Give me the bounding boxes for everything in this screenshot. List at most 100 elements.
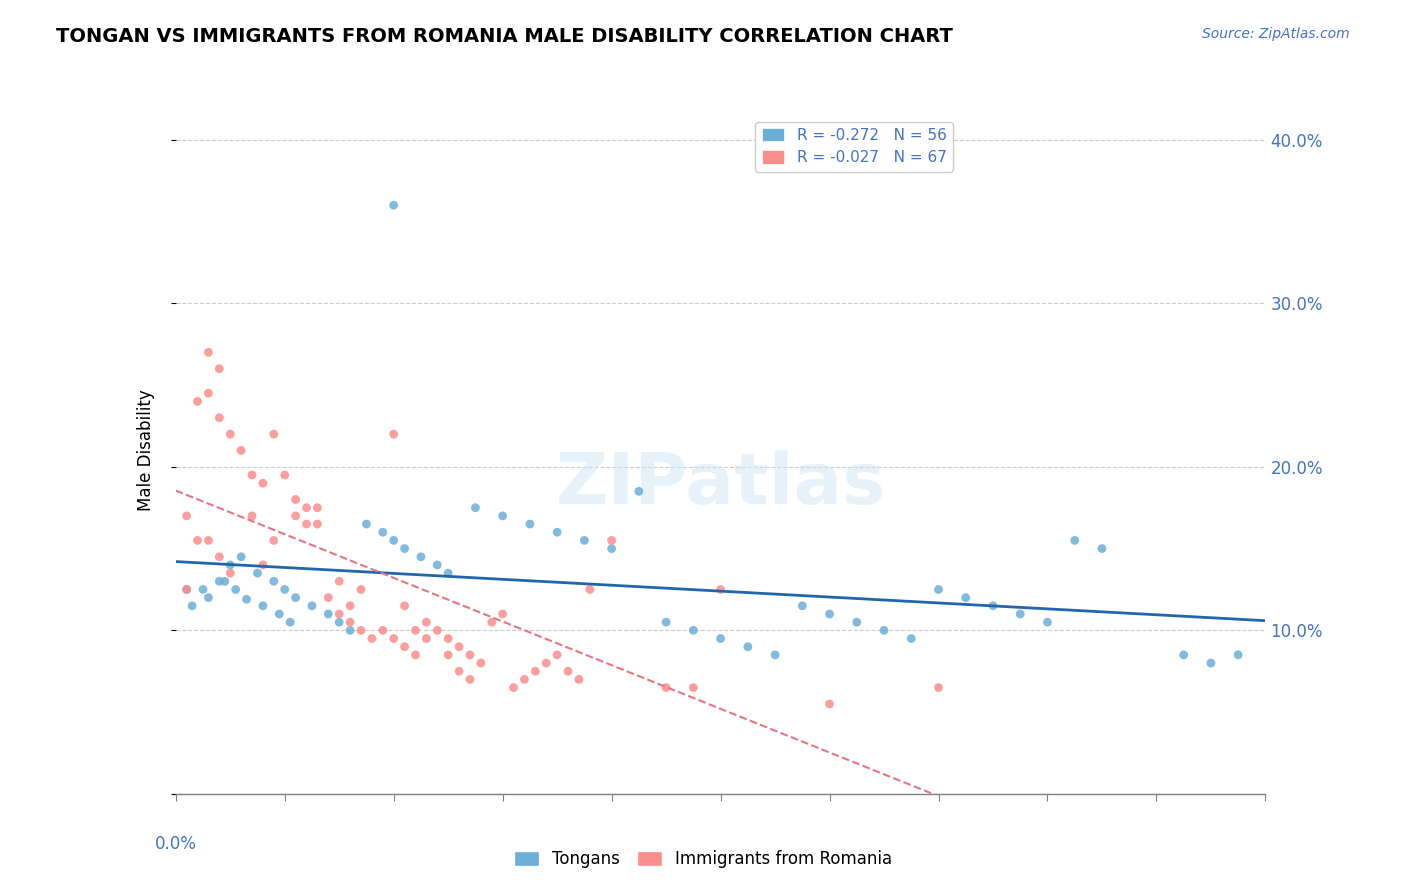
Point	[240, 467, 263, 482]
Point	[710, 582, 733, 597]
Point	[464, 500, 486, 515]
Point	[900, 632, 922, 646]
Point	[295, 500, 318, 515]
Point	[274, 467, 297, 482]
Point	[263, 533, 285, 548]
Point	[682, 624, 704, 638]
Point	[409, 549, 432, 564]
Point	[284, 508, 307, 523]
Point	[627, 484, 650, 499]
Point	[1173, 648, 1195, 662]
Point	[231, 549, 253, 564]
Point	[818, 607, 841, 621]
Y-axis label: Male Disability: Male Disability	[136, 390, 155, 511]
Point	[235, 592, 257, 607]
Point	[339, 624, 361, 638]
Point	[208, 574, 231, 589]
Point	[655, 615, 678, 630]
Point	[600, 541, 623, 556]
Point	[818, 697, 841, 711]
Point	[191, 582, 214, 597]
Point	[252, 599, 274, 613]
Point	[426, 558, 449, 572]
Point	[231, 443, 253, 458]
Point	[655, 681, 678, 695]
Point	[197, 591, 219, 605]
Point	[568, 673, 591, 687]
Point	[470, 656, 492, 670]
Point	[360, 632, 382, 646]
Point	[981, 599, 1004, 613]
Point	[208, 549, 231, 564]
Point	[328, 615, 350, 630]
Point	[318, 591, 340, 605]
Text: 0.0%: 0.0%	[155, 835, 197, 853]
Point	[382, 427, 405, 442]
Point	[356, 516, 378, 531]
Point	[382, 632, 405, 646]
Point	[447, 640, 470, 654]
Point	[197, 386, 219, 401]
Point	[557, 664, 579, 679]
Point	[263, 427, 285, 442]
Point	[176, 582, 198, 597]
Point	[415, 632, 437, 646]
Point	[763, 648, 786, 662]
Point	[181, 599, 204, 613]
Point	[197, 345, 219, 359]
Point	[186, 394, 209, 409]
Point	[519, 516, 541, 531]
Point	[1091, 541, 1114, 556]
Point	[1199, 656, 1222, 670]
Point	[513, 673, 536, 687]
Point	[269, 607, 291, 621]
Point	[955, 591, 977, 605]
Point	[284, 492, 307, 507]
Point	[546, 648, 568, 662]
Point	[710, 632, 733, 646]
Point	[447, 664, 470, 679]
Point	[301, 599, 323, 613]
Point	[208, 361, 231, 376]
Point	[350, 582, 373, 597]
Point	[394, 640, 416, 654]
Point	[274, 582, 297, 597]
Point	[792, 599, 814, 613]
Point	[318, 607, 340, 621]
Point	[873, 624, 896, 638]
Point	[278, 615, 301, 630]
Point	[240, 508, 263, 523]
Point	[382, 533, 405, 548]
Text: TONGAN VS IMMIGRANTS FROM ROMANIA MALE DISABILITY CORRELATION CHART: TONGAN VS IMMIGRANTS FROM ROMANIA MALE D…	[56, 27, 953, 45]
Point	[737, 640, 759, 654]
Text: Source: ZipAtlas.com: Source: ZipAtlas.com	[1202, 27, 1350, 41]
Point	[492, 607, 515, 621]
Point	[534, 656, 557, 670]
Point	[350, 624, 373, 638]
Point	[176, 508, 198, 523]
Point	[252, 558, 274, 572]
Point	[263, 574, 285, 589]
Point	[219, 558, 242, 572]
Point	[928, 582, 950, 597]
Point	[394, 541, 416, 556]
Point	[502, 681, 524, 695]
Point	[481, 615, 503, 630]
Text: ZIPatlas: ZIPatlas	[555, 450, 886, 519]
Point	[219, 566, 242, 580]
Point	[208, 410, 231, 425]
Point	[574, 533, 596, 548]
Point	[437, 648, 460, 662]
Point	[339, 599, 361, 613]
Point	[371, 624, 394, 638]
Point	[307, 516, 329, 531]
Point	[339, 615, 361, 630]
Legend: R = -0.272   N = 56, R = -0.027   N = 67: R = -0.272 N = 56, R = -0.027 N = 67	[755, 121, 953, 171]
Point	[284, 591, 307, 605]
Point	[394, 599, 416, 613]
Point	[546, 525, 568, 540]
Point	[458, 648, 481, 662]
Point	[197, 533, 219, 548]
Point	[682, 681, 704, 695]
Point	[524, 664, 547, 679]
